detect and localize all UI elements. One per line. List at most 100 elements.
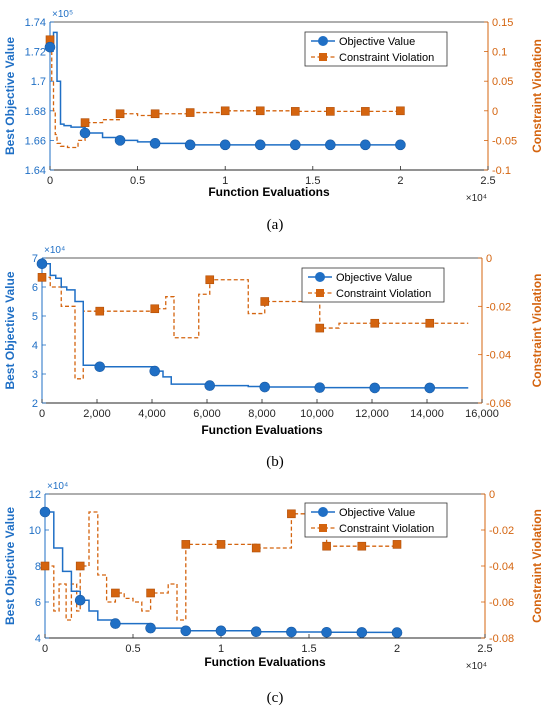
panel-a-right-y-tick-label: 0.15 bbox=[492, 17, 513, 29]
panel-a-left-y-tick-label: 1.64 bbox=[25, 165, 46, 177]
panel-a-constraint-marker bbox=[290, 107, 300, 116]
panel-c-right-y-tick-label: -0.04 bbox=[489, 561, 514, 573]
panel-c-right-y-tick-label: -0.02 bbox=[489, 525, 514, 537]
panel-a-objective-marker bbox=[219, 139, 231, 151]
panel-a-constraint-marker bbox=[115, 109, 125, 119]
panel-b-x-tick-label: 16,000 bbox=[465, 408, 499, 420]
panel-b-left-y-axis-label: Best Objective Value bbox=[3, 271, 17, 389]
panel-a-objective-marker bbox=[149, 138, 161, 149]
panel-b-x-tick-label: 10,000 bbox=[300, 408, 334, 420]
panel-a-x-axis-label: Function Evaluations bbox=[208, 185, 330, 199]
panel-c-constraint-marker bbox=[357, 541, 367, 551]
panel-c-objective-marker bbox=[286, 626, 297, 638]
panel-b-right-y-axis-label: Constraint Violation bbox=[530, 274, 544, 388]
panel-c-right-y-tick-label: -0.06 bbox=[489, 597, 514, 609]
panel-a-right-y-axis-label: Constraint Violation bbox=[530, 39, 544, 153]
panel-a-objective-marker bbox=[184, 139, 196, 151]
panel-c-legend-constraint-marker bbox=[319, 524, 327, 532]
panel-b-right-y-tick-label: -0.02 bbox=[486, 301, 511, 313]
panel-c-constraint-marker bbox=[111, 588, 120, 598]
panel-c-objective-marker bbox=[39, 506, 51, 518]
panel-b-legend-objective-marker bbox=[315, 272, 325, 282]
panel-b-right-y-tick-label: 0 bbox=[486, 253, 492, 265]
panel-b-constraint-marker bbox=[205, 275, 215, 285]
panel-b-constraint-marker bbox=[260, 297, 270, 306]
panel-a-objective-marker bbox=[114, 135, 126, 146]
panel-b-constraint-marker bbox=[315, 323, 325, 333]
panel-a-left-y-tick-label: 1.74 bbox=[25, 17, 46, 29]
panel-c-objective-marker bbox=[74, 594, 86, 606]
panel-b-objective-marker bbox=[369, 382, 381, 394]
panel-a-constraint-marker bbox=[185, 108, 195, 117]
panel-c-left-y-axis-label: Best Objective Value bbox=[3, 507, 17, 625]
panel-b-legend-constraint-marker bbox=[316, 289, 324, 297]
panel-b-objective-marker bbox=[94, 361, 106, 373]
panel-b-left-y-tick-label: 7 bbox=[32, 253, 38, 265]
panel-a-legend-box bbox=[304, 31, 448, 67]
panel-b-objective-marker bbox=[314, 382, 326, 393]
panel-c-objective-marker bbox=[180, 625, 192, 637]
panel-b-x-tick-label: 2,000 bbox=[83, 408, 111, 420]
panel-a-panel-label: (a) bbox=[267, 217, 284, 233]
panel-c-x-tick-label: 2 bbox=[394, 643, 400, 655]
panel-c-x-axis-label: Function Evaluations bbox=[204, 655, 326, 669]
panel-b-x-tick-label: 14,000 bbox=[410, 408, 444, 420]
panel-c-y-multiplier: ×10⁴ bbox=[47, 481, 68, 492]
panel-c-x-tick-label: 0 bbox=[42, 643, 48, 655]
panel-c-right-y-axis-label: Constraint Violation bbox=[530, 509, 544, 623]
panel-a-constraint-marker bbox=[150, 109, 160, 119]
panel-c-constraint-marker bbox=[287, 509, 296, 519]
panel-a-objective-marker bbox=[325, 139, 336, 151]
panel-c-legend-box bbox=[304, 502, 448, 538]
panel-c-left-y-tick-label: 10 bbox=[29, 525, 41, 537]
panel-b-panel-label: (b) bbox=[266, 454, 284, 470]
panel-c-left-y-tick-label: 8 bbox=[35, 561, 41, 573]
panel-c-panel-label: (c) bbox=[267, 690, 284, 706]
panel-c-left-y-tick-label: 4 bbox=[35, 633, 41, 645]
panel-a-legend-objective-marker bbox=[318, 36, 328, 46]
panel-c-legend-objective-label: Objective Value bbox=[339, 507, 415, 519]
panel-c-left-y-tick-label: 6 bbox=[35, 597, 41, 609]
panel-c-constraint-marker bbox=[216, 540, 226, 549]
panel-c-objective-marker bbox=[215, 625, 227, 637]
panel-b-constraint-marker bbox=[150, 304, 160, 314]
panel-a-right-y-tick-label: -0.1 bbox=[492, 165, 511, 177]
panel-c-constraint-marker bbox=[181, 540, 191, 549]
panel-b-legend-objective-label: Objective Value bbox=[336, 272, 412, 284]
panel-b-right-y-tick-label: -0.04 bbox=[486, 350, 511, 362]
panel-a-series-constraint-violation-line bbox=[50, 39, 402, 149]
panel-a-constraint-marker bbox=[255, 106, 265, 116]
panel-c-x-multiplier: ×10⁴ bbox=[466, 661, 487, 672]
panel-a-right-y-tick-label: -0.05 bbox=[492, 135, 517, 147]
panel-a-legend-constraint-marker bbox=[319, 53, 327, 61]
panel-b-x-tick-label: 12,000 bbox=[355, 408, 389, 420]
panel-c-legend-constraint-label: Constraint Violation bbox=[339, 523, 434, 535]
panel-b-x-tick-label: 0 bbox=[39, 408, 45, 420]
panel-b-y-multiplier: ×10⁴ bbox=[44, 245, 65, 256]
panel-c-x-tick-label: 0.5 bbox=[125, 643, 140, 655]
panel-a-right-y-tick-label: 0.05 bbox=[492, 76, 513, 88]
panel-b-x-tick-label: 6,000 bbox=[193, 408, 221, 420]
panel-a-constraint-marker bbox=[80, 118, 90, 127]
panel-c-constraint-marker bbox=[40, 561, 50, 571]
panel-b-x-axis-label: Function Evaluations bbox=[201, 423, 323, 437]
panel-a-x-tick-label: 0.5 bbox=[130, 175, 145, 187]
panel-c-objective-marker bbox=[321, 626, 332, 638]
panel-b-objective-marker bbox=[424, 382, 436, 394]
panel-a-objective-marker bbox=[44, 41, 56, 53]
panel-c-objective-marker bbox=[110, 618, 121, 629]
panel-c-series-constraint-violation-line bbox=[45, 511, 398, 621]
panel-a-left-y-tick-label: 1.72 bbox=[25, 47, 46, 59]
panel-a-left-y-tick-label: 1.68 bbox=[25, 106, 46, 118]
panel-a-constraint-marker bbox=[326, 107, 335, 116]
panel-c-objective-marker bbox=[250, 626, 262, 638]
panel-b-left-y-tick-label: 6 bbox=[32, 282, 38, 294]
panel-a-right-y-tick-label: 0 bbox=[492, 106, 498, 118]
panel-b-objective-marker bbox=[204, 380, 216, 391]
panel-a-x-tick-label: 1.5 bbox=[305, 175, 320, 187]
panel-c-x-tick-label: 1.5 bbox=[301, 643, 316, 655]
panel-c-constraint-marker bbox=[75, 561, 85, 571]
panel-a-constraint-marker bbox=[396, 106, 405, 116]
panel-b-constraint-marker bbox=[37, 273, 47, 282]
